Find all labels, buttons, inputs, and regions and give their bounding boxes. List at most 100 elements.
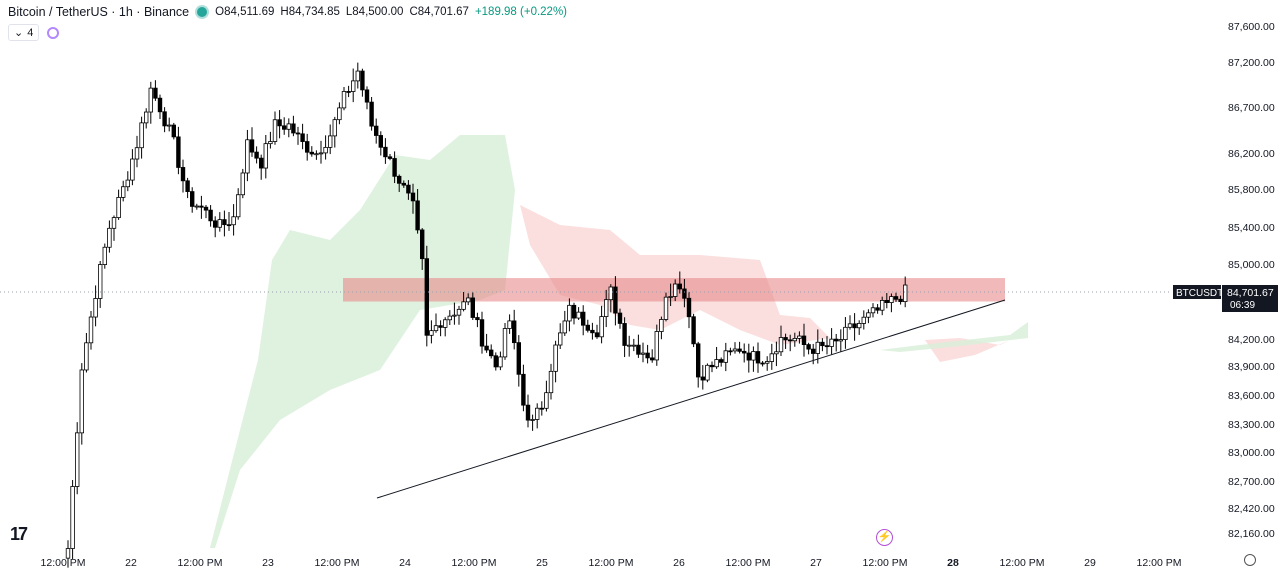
candle — [222, 210, 227, 237]
price-tag-countdown: 06:39 — [1230, 300, 1255, 311]
candle — [461, 292, 466, 312]
cloud-green — [210, 135, 515, 548]
candle — [111, 215, 117, 241]
candle — [502, 322, 508, 360]
candle — [677, 271, 682, 294]
candle — [686, 291, 692, 329]
candle — [820, 338, 825, 352]
candle — [249, 127, 255, 157]
indicators-toggle-button[interactable]: ⌄ 4 — [8, 24, 40, 41]
price-axis-label: 85,400.00 — [1228, 222, 1275, 234]
candle — [166, 117, 172, 132]
candle — [189, 187, 195, 213]
candle — [479, 311, 485, 354]
tradingview-logo[interactable]: 17 — [10, 524, 28, 544]
candle — [636, 334, 641, 358]
candle — [300, 123, 305, 150]
candle — [93, 285, 98, 327]
candle — [617, 308, 623, 329]
candle — [622, 317, 627, 358]
candle — [654, 324, 659, 366]
candle — [645, 344, 650, 364]
candle — [691, 313, 696, 348]
candle — [608, 284, 613, 313]
candle — [194, 203, 199, 210]
candle — [604, 289, 609, 328]
candle — [226, 211, 232, 231]
time-axis-label: 12:00 PM — [178, 557, 223, 569]
candle — [903, 276, 908, 308]
candle — [581, 305, 586, 336]
candle — [746, 343, 751, 373]
candle — [304, 133, 310, 161]
indicator-loading-icon[interactable] — [47, 26, 60, 39]
indicator-row: ⌄ 4 — [8, 24, 60, 41]
time-axis-label: 12:00 PM — [41, 557, 86, 569]
candle — [866, 309, 871, 324]
chevron-down-icon: ⌄ — [14, 27, 24, 39]
candle — [898, 295, 903, 305]
candle — [419, 228, 425, 270]
candle — [834, 333, 839, 352]
candle — [507, 314, 512, 334]
price-axis-label: 87,200.00 — [1228, 57, 1275, 69]
candle — [470, 292, 475, 321]
candle — [861, 310, 866, 330]
candle — [162, 107, 167, 133]
candle — [521, 364, 526, 412]
candle — [774, 341, 779, 367]
candle — [659, 316, 664, 340]
candle — [535, 403, 540, 429]
candle — [180, 159, 186, 193]
candle — [263, 134, 268, 179]
candle — [337, 102, 342, 125]
candle — [208, 205, 213, 227]
candle — [272, 111, 278, 145]
candle — [465, 293, 471, 306]
candle — [512, 309, 517, 350]
candle — [663, 292, 669, 322]
candle — [700, 365, 705, 390]
candle — [212, 216, 218, 238]
candle — [171, 122, 176, 140]
price-axis-label: 85,000.00 — [1228, 259, 1275, 271]
candle — [852, 313, 857, 341]
candle — [696, 341, 701, 388]
time-axis-label: 26 — [673, 557, 685, 569]
candle — [309, 146, 314, 157]
candle — [705, 363, 710, 383]
candle — [65, 540, 71, 568]
candle — [291, 115, 296, 137]
time-axis-label: 27 — [810, 557, 822, 569]
candle — [447, 310, 452, 326]
candle — [797, 331, 802, 344]
candle — [429, 320, 434, 344]
candle — [498, 351, 503, 371]
candle — [281, 117, 287, 135]
candle — [341, 87, 347, 111]
candle — [424, 245, 429, 347]
candle — [765, 356, 770, 371]
candle — [544, 380, 549, 412]
time-axis-label: 12:00 PM — [315, 557, 360, 569]
candle — [525, 394, 531, 428]
candle — [203, 205, 209, 219]
time-axis-label: 12:00 PM — [1000, 557, 1045, 569]
gear-icon[interactable] — [1244, 554, 1256, 566]
candle — [235, 188, 241, 220]
candle — [295, 126, 301, 145]
candle — [801, 323, 807, 357]
candle — [355, 62, 360, 89]
candle — [709, 361, 715, 373]
symbol-title[interactable]: Bitcoin / TetherUS · 1h · Binance — [8, 5, 190, 19]
lightning-icon[interactable]: ⚡ — [876, 529, 893, 546]
candle — [769, 343, 774, 370]
candle — [884, 293, 889, 309]
candle — [751, 346, 756, 372]
candle — [783, 333, 788, 349]
time-axis-label: 12:00 PM — [726, 557, 771, 569]
candle — [364, 86, 370, 110]
price-axis-label: 83,600.00 — [1228, 390, 1275, 402]
price-axis-label: 82,420.00 — [1228, 503, 1275, 515]
